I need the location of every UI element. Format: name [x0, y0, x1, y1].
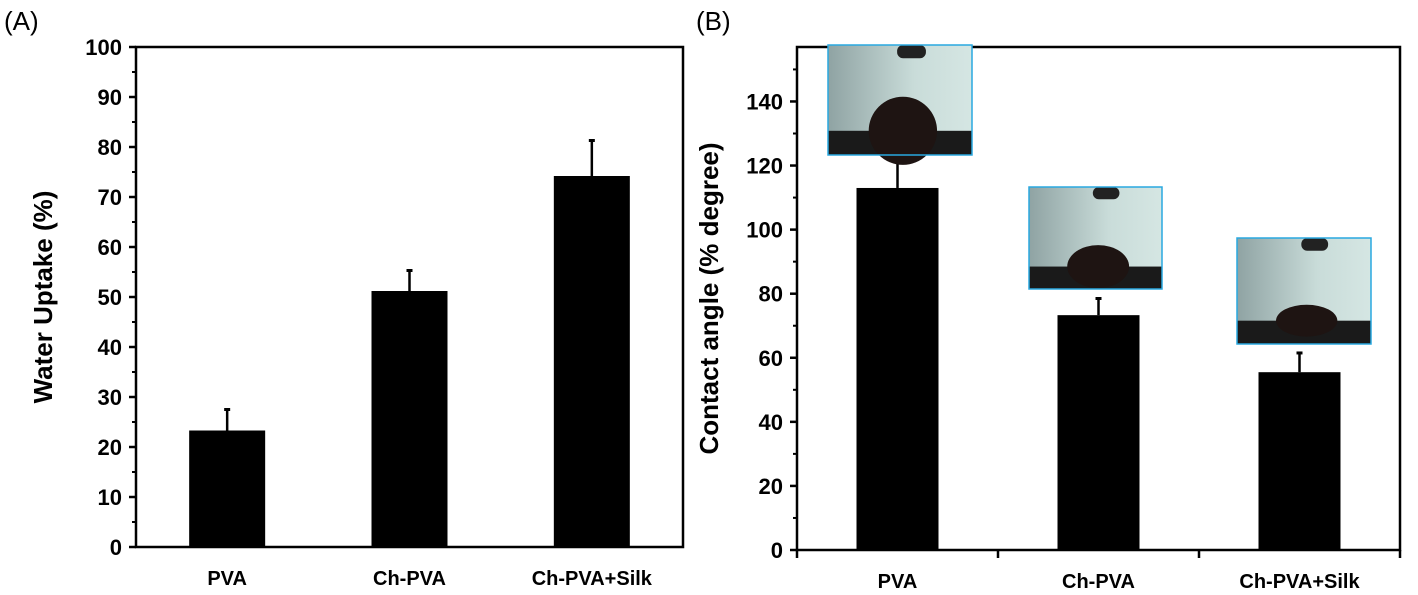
y-tick-label: 50 [98, 285, 122, 310]
droplet [1276, 304, 1338, 337]
y-tick-label: 60 [759, 346, 783, 371]
inset-border [827, 44, 973, 156]
bar-pva [856, 187, 939, 551]
bar-ch-pva [1057, 315, 1140, 550]
droplet [1067, 245, 1130, 288]
needle [1301, 238, 1329, 251]
panel-b: (B) Contact angle (% degree) 0 20 40 60 80 100 1… [694, 6, 1402, 593]
bar-ch-pva-silk [1258, 372, 1341, 550]
y-tick-label: 40 [759, 410, 783, 435]
inset-border [1236, 237, 1372, 345]
y-tick-label: 30 [98, 385, 122, 410]
y-tick-label: 70 [98, 185, 122, 210]
y-tick-label: 20 [98, 435, 122, 460]
x-category-label: Ch-PVA [1062, 571, 1135, 593]
y-tick-label: 0 [771, 538, 783, 563]
x-category-label: Ch-PVA [373, 568, 446, 590]
needle [897, 45, 926, 59]
panel-label: (B) [696, 6, 731, 36]
needle [1092, 187, 1120, 200]
bar-ch-pva [371, 291, 448, 547]
droplet-image-ch-pva [1028, 186, 1163, 290]
y-tick-label: 100 [85, 35, 122, 60]
y-axis-label: Water Uptake (%) [28, 191, 58, 404]
y-tick-label: 20 [759, 474, 783, 499]
bar-pva [189, 430, 266, 547]
inset-border [1028, 186, 1163, 290]
y-tick-label: 100 [746, 218, 783, 243]
y-tick-label: 60 [98, 235, 122, 260]
y-tick-label: 140 [746, 89, 783, 114]
bar-ch-pva-silk [553, 176, 630, 547]
y-tick-label: 10 [98, 485, 122, 510]
y-tick-label: 120 [746, 154, 783, 179]
y-tick-label: 80 [759, 282, 783, 307]
y-tick-label: 0 [110, 535, 122, 560]
panel-label: (A) [4, 6, 39, 36]
y-tick-label: 90 [98, 85, 122, 110]
droplet [868, 96, 938, 165]
droplet-image-pva [827, 44, 973, 165]
y-axis-label: Contact angle (% degree) [694, 142, 724, 454]
droplet-image-ch-pva-silk [1236, 237, 1372, 345]
y-tick-label: 40 [98, 335, 122, 360]
panel-a: (A) Water Uptake (%) 0 10 20 30 40 50 60 70 80 90 10… [4, 6, 685, 590]
y-tick-label: 80 [98, 135, 122, 160]
x-category-label: Ch-PVA+Silk [532, 568, 653, 590]
x-category-label: Ch-PVA+Silk [1239, 571, 1360, 593]
x-category-label: PVA [878, 571, 918, 593]
x-category-label: PVA [207, 568, 247, 590]
